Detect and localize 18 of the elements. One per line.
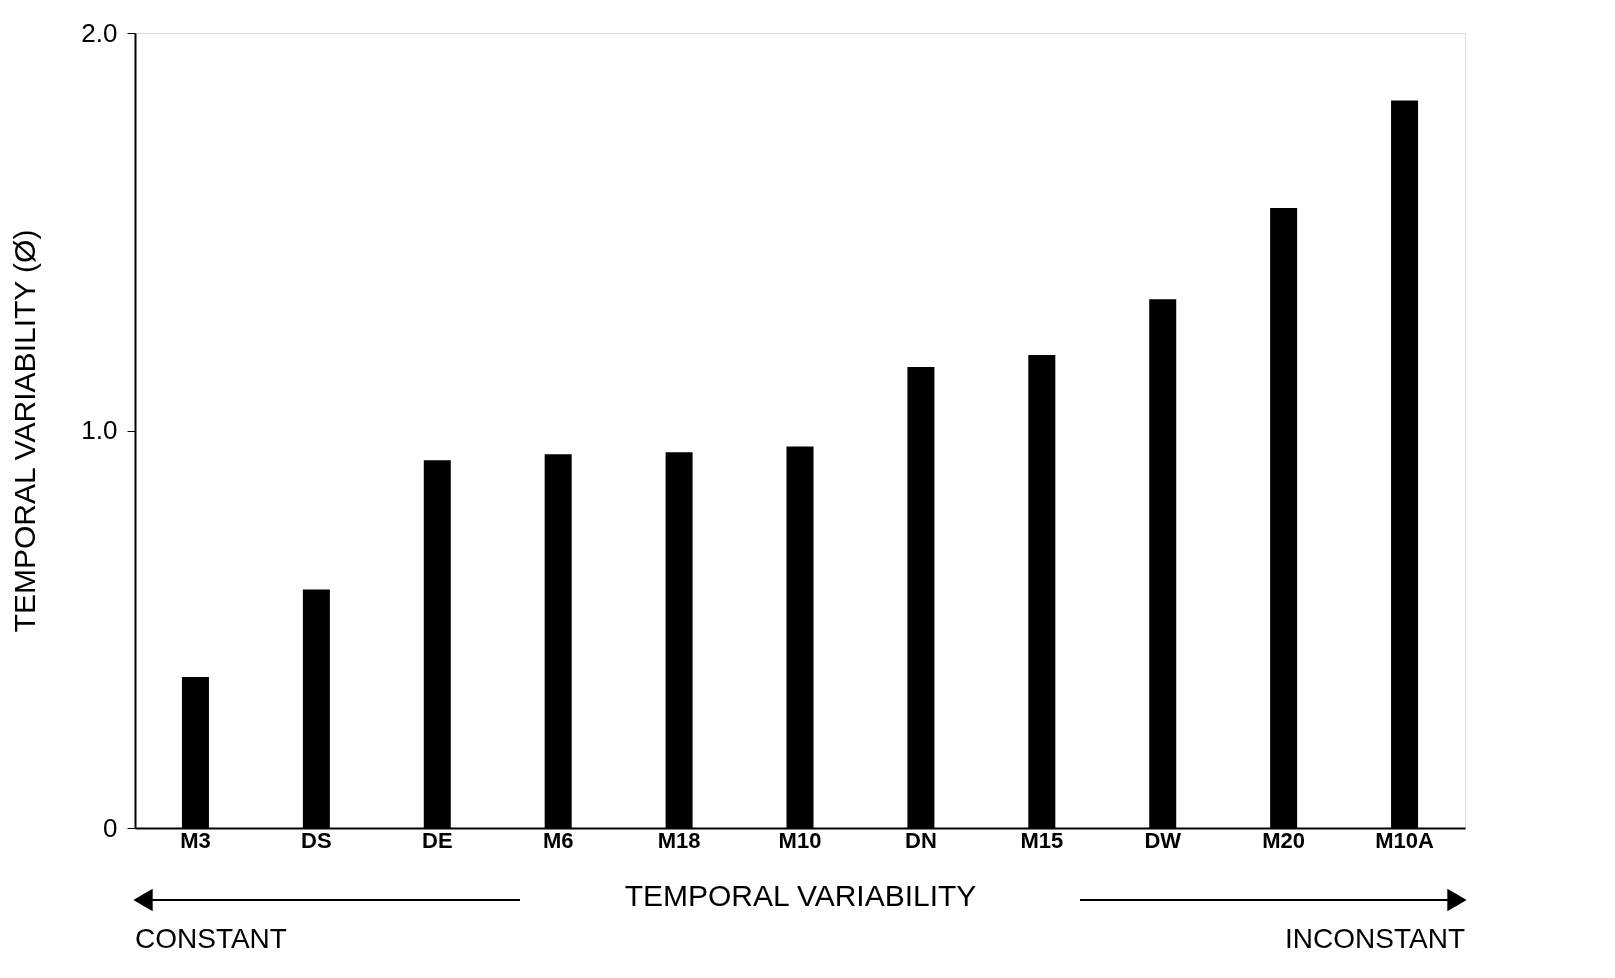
x-tick-label: DN — [905, 827, 937, 853]
x-tick-label: DW — [1144, 827, 1182, 853]
x-axis-title: TEMPORAL VARIABILITY — [624, 878, 977, 912]
x-tick-label: DE — [421, 827, 453, 853]
x-tick-label: M6 — [542, 827, 574, 853]
x-tick-label: M3 — [180, 827, 211, 853]
x-tick-label: M18 — [657, 827, 701, 853]
x-tick-label: M15 — [1020, 827, 1064, 853]
y-tick-label: 0 — [103, 812, 118, 843]
text: CONSTANT — [135, 923, 287, 954]
x-tick-label: M10A — [1375, 827, 1434, 853]
y-tick-label: 2.0 — [81, 17, 118, 48]
text: INCONSTANT — [1285, 923, 1465, 954]
y-axis-title: TEMPORAL VARIABILITY (Ø) — [8, 229, 42, 633]
x-tick-label: DS — [301, 827, 332, 853]
x-tick-label: M10 — [778, 827, 822, 853]
x-tick-label: M20 — [1262, 827, 1306, 853]
y-tick-label: 1.0 — [81, 415, 118, 445]
